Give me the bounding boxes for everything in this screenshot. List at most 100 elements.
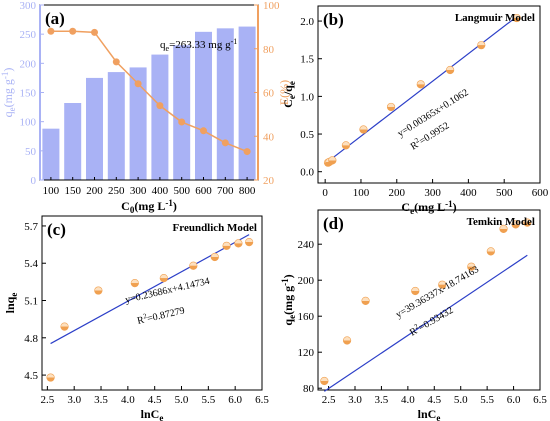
x-tick-label: 6.5 — [533, 394, 547, 406]
data-point — [386, 102, 396, 112]
data-point — [234, 239, 243, 248]
y-tick-label: 4.5 — [24, 370, 38, 382]
y-tick-label: 2.0 — [300, 16, 314, 28]
y-tick-label: 5.7 — [24, 221, 38, 233]
data-point — [130, 279, 139, 288]
r-squared: R2=0.87279 — [136, 303, 186, 327]
efficiency-point-600 — [200, 127, 207, 135]
efficiency-point-700 — [221, 139, 229, 147]
data-point — [477, 41, 486, 50]
panel-label: (b) — [323, 10, 344, 29]
data-point — [328, 156, 337, 165]
y-tick-label: 300 — [20, 0, 37, 12]
x-tick-label: 5.0 — [454, 394, 468, 406]
y2-axis-label: E(%) — [277, 80, 291, 105]
y-tick-label: 100 — [20, 117, 37, 129]
data-point — [359, 125, 368, 134]
panel-b-chart: 0 100 200 300 400 500 600 0.0 0.5 1.0 1.5 2.0 (b) Lan… — [281, 5, 549, 216]
data-point — [222, 241, 231, 250]
data-point — [446, 65, 455, 75]
data-point — [189, 261, 198, 270]
y-axis-label: qe(mg g-1) — [0, 68, 17, 118]
x-tick-label: 4.0 — [401, 394, 415, 406]
bar-400 — [151, 54, 169, 181]
data-point — [467, 262, 476, 271]
model-name: Temkin Model — [467, 216, 535, 228]
bar-800 — [238, 26, 256, 181]
x-tick-label: 300 — [130, 185, 147, 197]
efficiency-point-200 — [91, 28, 98, 36]
efficiency-point-150 — [69, 27, 77, 35]
x-tick-label: 250 — [108, 185, 125, 197]
x-tick-label: 4.0 — [121, 394, 135, 406]
y-tick-label: 80 — [303, 383, 315, 395]
x-tick-label: 2.5 — [40, 394, 54, 406]
data-point — [499, 224, 508, 233]
x-tick-label: 800 — [239, 185, 256, 197]
x-tick-label: 5.5 — [480, 394, 494, 406]
x-axis-label: Ce(mg L-1) — [401, 199, 456, 216]
data-point — [245, 238, 254, 247]
y-tick-label: 200 — [20, 58, 37, 70]
x-tick-label: 3.5 — [94, 394, 108, 406]
x-tick-label: 400 — [460, 187, 477, 199]
data-point — [94, 286, 103, 295]
panel-c-frame — [41, 215, 263, 391]
y-tick-label: 150 — [20, 88, 37, 100]
fit-line — [50, 234, 250, 345]
panel-d-chart: 2.5 3.0 3.5 4.0 4.5 5.0 5.5 6.0 6.5 80 120 160 200 24… — [280, 209, 547, 421]
y2-tick-label: 80 — [263, 44, 275, 56]
bar-100 — [42, 128, 60, 180]
x-tick-label: 500 — [173, 185, 190, 197]
x-axis-label: lnCe — [141, 407, 164, 421]
panel-c-chart: 2.5 3.0 3.5 4.0 4.5 5.0 5.5 6.0 6.5 4.5 4.8 5.1 5.4 5… — [3, 215, 269, 421]
efficiency-point-500 — [178, 118, 186, 126]
data-point — [210, 252, 219, 262]
x-tick-label: 2.5 — [322, 394, 336, 406]
data-point — [60, 322, 69, 331]
y2-tick-label: 100 — [263, 0, 280, 12]
data-point — [159, 274, 168, 283]
bar-600 — [194, 31, 213, 181]
y-tick-label: 0.0 — [300, 167, 314, 179]
y2-tick-label: 60 — [263, 88, 275, 100]
x-tick-label: 200 — [389, 187, 406, 199]
y-tick-label: 0 — [31, 175, 37, 187]
panel-label: (d) — [323, 214, 344, 233]
y-tick-label: 5.1 — [24, 296, 38, 308]
x-tick-label: 0 — [322, 187, 328, 199]
panel-label: (a) — [45, 9, 65, 28]
bar-500 — [173, 45, 191, 180]
data-point — [341, 141, 351, 150]
panel-b-frame — [317, 5, 541, 184]
data-point — [523, 218, 532, 227]
y-axis-label: qe(mg g-1) — [280, 274, 297, 325]
x-tick-label: 6.0 — [228, 394, 242, 406]
x-tick-label: 6.5 — [255, 394, 269, 406]
bar-300 — [129, 67, 147, 180]
x-tick-label: 5.0 — [175, 394, 189, 406]
bar-150 — [64, 103, 82, 180]
x-tick-label: 300 — [424, 187, 441, 199]
data-point — [320, 376, 329, 386]
efficiency-point-250 — [112, 58, 120, 66]
x-tick-label: 3.0 — [348, 394, 362, 406]
efficiency-point-400 — [156, 102, 164, 110]
efficiency-point-300 — [134, 80, 142, 88]
bar-700 — [216, 28, 234, 181]
y-axis-label: lnqe — [3, 293, 19, 314]
y-tick-label: 120 — [298, 347, 315, 359]
x-tick-label: 600 — [195, 185, 212, 197]
efficiency-point-100 — [47, 27, 55, 35]
fit-line — [326, 14, 519, 163]
x-tick-label: 500 — [496, 187, 513, 199]
y-tick-label: 4.8 — [24, 333, 38, 345]
y-tick-label: 1.5 — [300, 54, 314, 66]
y-axis-label: Ce/qe — [281, 81, 297, 108]
x-tick-label: 3.5 — [375, 394, 389, 406]
data-point — [416, 80, 425, 89]
data-point — [512, 13, 521, 23]
panel-label: (c) — [47, 220, 66, 239]
efficiency-line — [50, 30, 248, 153]
data-point — [411, 286, 420, 296]
